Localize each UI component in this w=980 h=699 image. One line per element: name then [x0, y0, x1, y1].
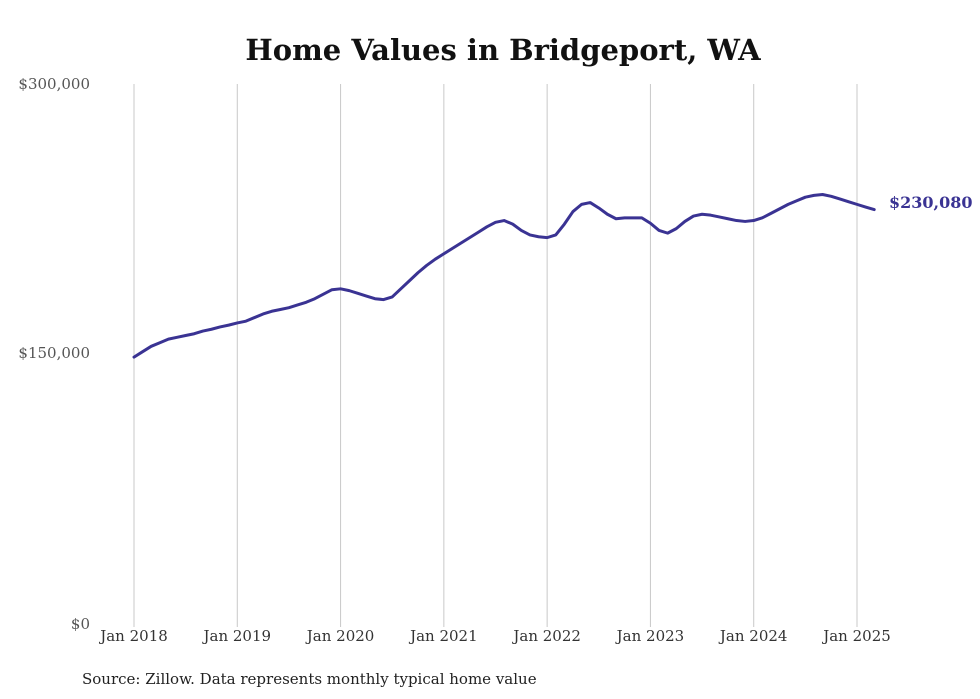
home-value-line [132, 193, 876, 359]
x-tick-label-2018-01: Jan 2018 [98, 627, 168, 645]
y-tick-label-150000: $150,000 [18, 344, 90, 362]
x-tick-label-2020-01: Jan 2020 [305, 627, 375, 645]
x-tick-label-2019-01: Jan 2019 [202, 627, 272, 645]
y-tick-label-0: $0 [71, 615, 90, 633]
x-tick-label-2021-01: Jan 2021 [408, 627, 478, 645]
x-axis-ticks: Jan 2018 Jan 2019 Jan 2020 Jan 2021 Jan 2022… [98, 627, 891, 645]
x-tick-label-2022-01: Jan 2022 [511, 627, 581, 645]
y-tick-label-300000: $300,000 [18, 75, 90, 93]
gridlines [133, 84, 858, 627]
y-axis-ticks: $300,000 $150,000 $0 [18, 75, 90, 633]
x-tick-label-2023-01: Jan 2023 [615, 627, 685, 645]
x-tick-label-2025-01: Jan 2025 [821, 627, 891, 645]
chart-title: Home Values in Bridgeport, WA [245, 33, 761, 67]
source-note: Source: Zillow. Data represents monthly … [82, 670, 537, 688]
latest-value-label: $230,080 [889, 193, 973, 212]
x-tick-label-2024-01: Jan 2024 [718, 627, 788, 645]
